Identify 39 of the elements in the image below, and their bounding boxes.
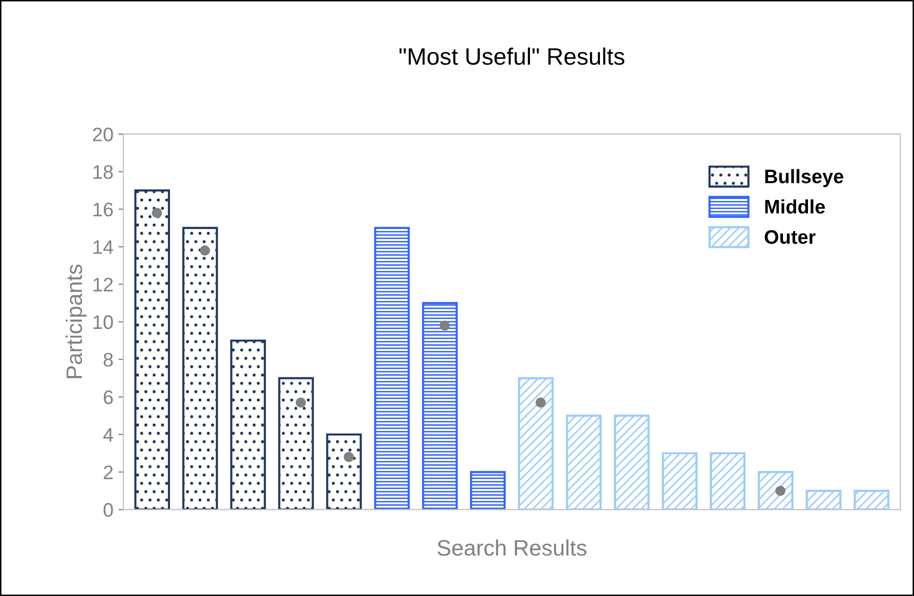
bar bbox=[518, 377, 554, 510]
bar bbox=[758, 470, 794, 510]
bar bbox=[326, 433, 362, 510]
bar bbox=[422, 302, 458, 510]
y-tick-label: 8 bbox=[104, 352, 113, 367]
x-axis-title: Search Results bbox=[438, 539, 586, 556]
legend-label: Bullseye bbox=[765, 169, 844, 188]
y-tick-label: 4 bbox=[103, 428, 114, 442]
bar bbox=[374, 226, 410, 510]
y-tick-label: 0 bbox=[104, 503, 113, 517]
bar bbox=[278, 377, 314, 510]
bar bbox=[470, 470, 506, 510]
y-tick-label: 10 bbox=[94, 315, 113, 330]
y-tick-label: 20 bbox=[93, 128, 113, 142]
point bbox=[152, 208, 162, 218]
bar bbox=[182, 226, 218, 510]
bar bbox=[806, 490, 842, 510]
bar bbox=[134, 189, 170, 510]
y-tick-label: 14 bbox=[94, 240, 114, 254]
y-tick-label: 16 bbox=[94, 202, 113, 216]
point bbox=[440, 320, 450, 331]
y-tick-label: 6 bbox=[104, 390, 113, 404]
bar bbox=[662, 452, 698, 510]
bar bbox=[710, 452, 746, 510]
bar bbox=[614, 414, 650, 510]
bar bbox=[854, 490, 890, 510]
y-axis-title: Participants bbox=[66, 264, 86, 378]
bar bbox=[230, 340, 266, 510]
y-tick-label: 12 bbox=[94, 278, 113, 292]
y-tick-label: 2 bbox=[104, 466, 113, 480]
point bbox=[296, 397, 306, 408]
legend-label: Middle bbox=[765, 199, 825, 214]
legend-label: Outer bbox=[764, 230, 816, 244]
point bbox=[344, 452, 354, 462]
y-tick-label: 18 bbox=[94, 165, 113, 179]
chart-title: "Most Useful" Results bbox=[399, 48, 624, 65]
point bbox=[200, 245, 210, 256]
point bbox=[536, 397, 546, 408]
bar bbox=[566, 414, 602, 510]
